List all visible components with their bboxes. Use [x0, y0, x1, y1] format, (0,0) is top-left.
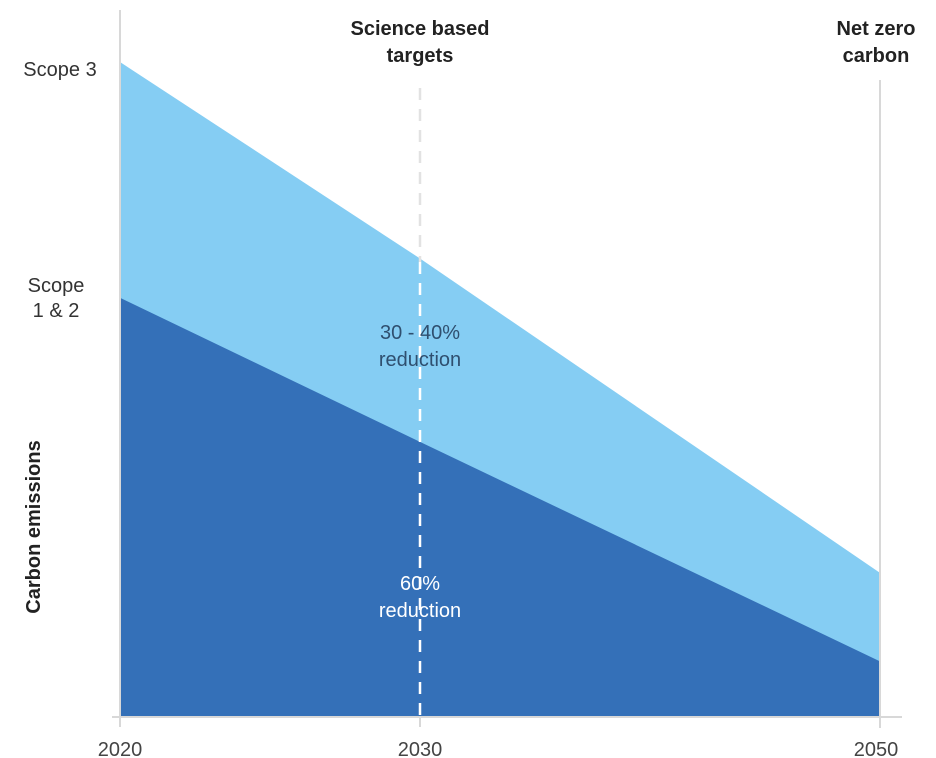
area-series-group	[120, 62, 880, 717]
scope-1-2-reduction-annotation: 60% reduction	[379, 573, 461, 622]
scope-3-label: Scope 3	[23, 59, 96, 81]
x-tick-label-2050: 2050	[854, 739, 899, 758]
labels-group: Science based targets Net zero carbon Scope …	[23, 18, 915, 622]
y-axis-title: Carbon emissions	[23, 440, 45, 613]
net-zero-carbon-label: Net zero carbon	[837, 18, 916, 67]
scope-1-2-label: Scope 1 & 2	[28, 275, 85, 322]
axes-group: 2020 2030 2050	[98, 10, 902, 758]
x-tick-label-2030: 2030	[398, 739, 443, 758]
scope-3-reduction-annotation: 30 - 40% reduction	[379, 322, 461, 371]
x-tick-label-2020: 2020	[98, 739, 143, 758]
science-based-targets-label: Science based targets	[351, 18, 490, 67]
reference-lines-group	[418, 80, 881, 728]
area-scope-1-2	[120, 297, 880, 717]
